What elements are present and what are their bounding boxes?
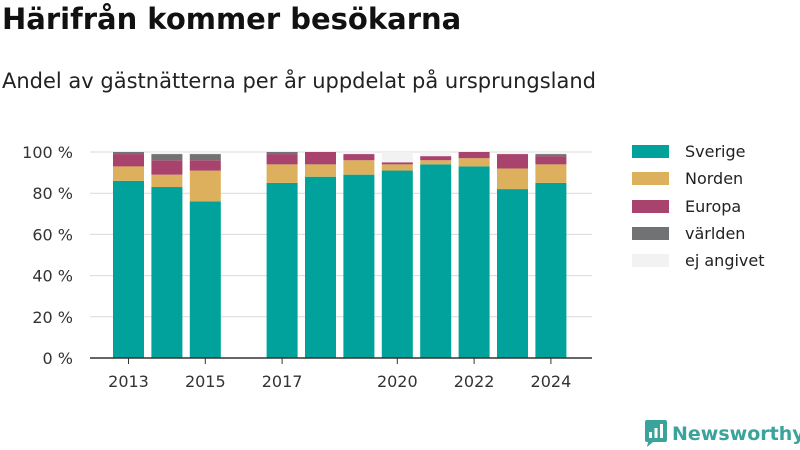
bar-segment bbox=[151, 152, 183, 155]
legend-label: Norden bbox=[685, 169, 744, 189]
legend-item: ej angivet bbox=[632, 247, 765, 274]
bar-segment bbox=[151, 174, 183, 188]
bar-segment bbox=[535, 154, 567, 157]
bar-segment bbox=[151, 187, 183, 358]
bar-segment bbox=[535, 156, 567, 165]
bar-segment bbox=[381, 162, 413, 165]
bar-segment bbox=[535, 164, 567, 183]
brand-name: Newsworthy bbox=[672, 423, 800, 445]
bar-segment bbox=[497, 189, 528, 358]
y-tick-label: 20 % bbox=[32, 308, 73, 327]
bar-segment bbox=[189, 170, 221, 202]
legend-swatch bbox=[632, 172, 669, 186]
bar-segment bbox=[535, 182, 567, 358]
bar-segment bbox=[305, 152, 336, 165]
bar-segment bbox=[420, 164, 452, 358]
bar-segment bbox=[497, 152, 528, 155]
y-tick-label: 40 % bbox=[32, 267, 73, 286]
bar-segment bbox=[189, 154, 221, 161]
newsworthy-logo: Newsworthy bbox=[644, 420, 800, 448]
chart-subtitle: Andel av gästnätterna per år uppdelat på… bbox=[2, 69, 596, 93]
bar-segment bbox=[343, 174, 375, 358]
x-tick-label: 2013 bbox=[108, 372, 149, 391]
legend-item: världen bbox=[632, 220, 765, 247]
legend-label: världen bbox=[685, 224, 746, 244]
bar-segment bbox=[458, 158, 490, 167]
legend-item: Norden bbox=[632, 165, 765, 192]
chart-legend: Sverige Norden Europa världen ej angivet bbox=[632, 138, 765, 274]
legend-item: Europa bbox=[632, 193, 765, 220]
bar-segment bbox=[381, 152, 413, 163]
bar-segment bbox=[113, 166, 144, 181]
x-tick-label: 2022 bbox=[454, 372, 495, 391]
bar-segment bbox=[343, 152, 375, 155]
bar-segment bbox=[305, 164, 336, 177]
legend-swatch bbox=[632, 199, 669, 213]
bar-segment bbox=[305, 176, 336, 358]
bar-segment bbox=[458, 166, 490, 358]
bar-segment bbox=[189, 152, 221, 155]
x-tick-label: 2020 bbox=[377, 372, 418, 391]
bar-segment bbox=[189, 160, 221, 171]
bar-segment bbox=[189, 201, 221, 358]
bar-segment bbox=[497, 154, 528, 169]
legend-swatch bbox=[632, 145, 669, 159]
x-tick-label: 2017 bbox=[262, 372, 303, 391]
bar-segment bbox=[381, 170, 413, 358]
bar-segment bbox=[113, 152, 144, 155]
chart-title: Härifrån kommer besökarna bbox=[2, 2, 462, 36]
bar-segment bbox=[151, 154, 183, 161]
y-tick-label: 60 % bbox=[32, 225, 73, 244]
bar-segment bbox=[266, 152, 298, 155]
x-tick-label: 2024 bbox=[531, 372, 572, 391]
bar-segment bbox=[266, 164, 298, 183]
bar-segment bbox=[420, 160, 452, 165]
bar-segment bbox=[497, 168, 528, 190]
y-tick-label: 100 % bbox=[22, 143, 73, 162]
legend-swatch bbox=[632, 254, 669, 268]
legend-label: Europa bbox=[685, 196, 742, 216]
bar-segment bbox=[420, 152, 452, 157]
y-tick-label: 0 % bbox=[43, 349, 73, 368]
bar-segment bbox=[266, 154, 298, 165]
bar-segment bbox=[113, 154, 144, 167]
bar-segment bbox=[266, 182, 298, 358]
bar-segment bbox=[458, 152, 490, 159]
newsworthy-icon bbox=[645, 420, 667, 447]
legend-label: Sverige bbox=[685, 142, 746, 162]
bar-segment bbox=[381, 164, 413, 171]
legend-label: ej angivet bbox=[685, 251, 765, 271]
legend-swatch bbox=[632, 227, 669, 241]
x-tick-label: 2015 bbox=[185, 372, 226, 391]
bar-segment bbox=[343, 160, 375, 175]
bar-segment bbox=[113, 180, 144, 358]
bar-segment bbox=[343, 154, 375, 161]
bar-segment bbox=[151, 160, 183, 175]
y-tick-label: 80 % bbox=[32, 184, 73, 203]
bar-segment bbox=[420, 156, 452, 161]
legend-item: Sverige bbox=[632, 138, 765, 165]
bar-segment bbox=[535, 152, 567, 155]
